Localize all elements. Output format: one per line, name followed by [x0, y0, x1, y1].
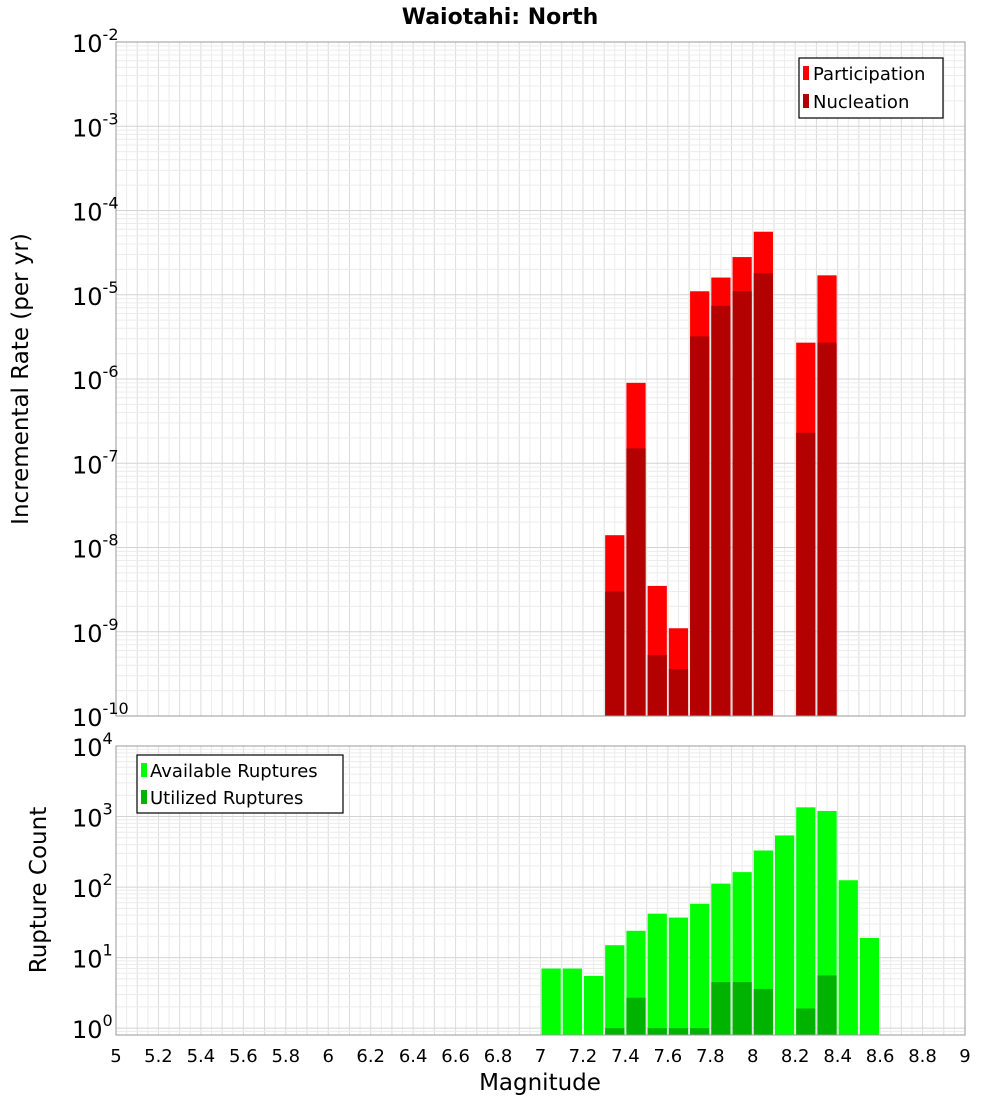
- top-y-ticks: 10-10 10-9 10-8 10-7 10-6 10-5 10-4 10-3 10-2: [72, 25, 129, 732]
- x-tick-label: 7.4: [611, 1046, 640, 1067]
- bottom-legend: Available Ruptures Utilized Ruptures: [136, 754, 344, 814]
- x-tick-label: 5.2: [144, 1046, 173, 1067]
- x-tick-label: 7.6: [654, 1046, 683, 1067]
- top-bar-nucleation: [690, 336, 710, 716]
- top-y-tick-label: 10-6: [72, 362, 119, 395]
- legend-label-nucleation: Nucleation: [813, 92, 909, 113]
- x-tick-label: 9: [959, 1046, 970, 1067]
- bottom-bar-utilized-ruptures: [605, 1028, 625, 1035]
- bottom-bar-available-ruptures: [562, 968, 582, 1035]
- bottom-bar-available-ruptures: [541, 968, 561, 1035]
- x-tick-label: 8.4: [823, 1046, 852, 1067]
- legend-swatch-available: [141, 763, 147, 777]
- bottom-bar-available-ruptures: [583, 975, 604, 1035]
- x-tick-label: 7: [535, 1046, 546, 1067]
- x-tick-label: 6.4: [399, 1046, 428, 1067]
- bottom-bar-available-ruptures: [690, 903, 710, 1035]
- bottom-bar-available-ruptures: [859, 937, 880, 1035]
- top-bar-nucleation: [711, 305, 731, 716]
- top-bar-nucleation: [668, 669, 689, 716]
- bottom-bar-available-ruptures: [668, 917, 689, 1035]
- x-tick-label: 8.6: [866, 1046, 895, 1067]
- bottom-y-tick-label: 100: [72, 1011, 113, 1044]
- legend-swatch-participation: [803, 66, 809, 80]
- top-bar-nucleation: [796, 432, 816, 716]
- x-tick-label: 6.2: [356, 1046, 385, 1067]
- legend-label-available: Available Ruptures: [150, 761, 318, 782]
- bottom-bar-utilized-ruptures: [711, 982, 731, 1035]
- top-bar-nucleation: [647, 654, 667, 716]
- top-y-axis-label: Incremental Rate (per yr): [8, 233, 34, 525]
- bottom-y-axis-label: Rupture Count: [26, 807, 52, 973]
- x-tick-label: 6.8: [484, 1046, 513, 1067]
- chart-title: Waiotahi: North: [402, 5, 599, 30]
- bottom-y-tick-label: 103: [72, 800, 113, 833]
- bottom-bar-available-ruptures: [774, 835, 795, 1035]
- top-y-tick-label: 10-9: [72, 615, 119, 648]
- bottom-bar-utilized-ruptures: [690, 1028, 710, 1035]
- bottom-bar-utilized-ruptures: [647, 1028, 667, 1035]
- top-legend-box: [798, 57, 944, 119]
- top-y-tick-label: 10-3: [72, 109, 119, 142]
- top-y-tick-label: 10-4: [72, 194, 119, 227]
- x-tick-label: 8.8: [908, 1046, 937, 1067]
- top-plot-frame: [115, 41, 966, 717]
- legend-swatch-nucleation: [803, 94, 809, 108]
- x-tick-label: 7.8: [696, 1046, 725, 1067]
- rupture-count-plot: 100 101 102 103 104 Rupture Count Available …: [26, 729, 966, 1044]
- top-plot-grid: [115, 41, 966, 717]
- bottom-bar-utilized-ruptures: [732, 982, 752, 1035]
- top-bar-nucleation: [753, 273, 773, 716]
- x-tick-label: 5.6: [229, 1046, 258, 1067]
- bottom-plot-frame: [115, 745, 966, 1036]
- bottom-bar-utilized-ruptures: [753, 988, 773, 1035]
- top-y-tick-label: 10-5: [72, 278, 119, 311]
- participation-rate-plot: 10-10 10-9 10-8 10-7 10-6 10-5 10-4 10-3 10-2 In…: [8, 25, 966, 732]
- legend-swatch-utilized: [141, 790, 147, 804]
- bottom-plot-bars: [541, 807, 880, 1035]
- bottom-bar-utilized-ruptures: [817, 975, 837, 1035]
- x-tick-label: 8.2: [781, 1046, 810, 1067]
- top-bar-nucleation: [817, 342, 837, 716]
- top-bar-nucleation: [626, 448, 646, 716]
- top-bar-nucleation: [605, 591, 625, 716]
- bottom-bar-utilized-ruptures: [796, 1008, 816, 1035]
- bottom-bar-available-ruptures: [753, 850, 773, 1035]
- top-y-tick-label: 10-7: [72, 446, 119, 479]
- x-axis-label: Magnitude: [479, 1070, 601, 1096]
- x-ticks: 5 5.2 5.4 5.6 5.8 6 6.2 6.4 6.6 6.8 7 7.2 7.4 7.6 7.8 8…: [110, 1046, 970, 1067]
- legend-label-participation: Participation: [813, 64, 925, 85]
- bottom-bar-available-ruptures: [838, 880, 858, 1035]
- bottom-y-tick-label: 101: [72, 941, 113, 974]
- bottom-bar-available-ruptures: [796, 807, 816, 1035]
- x-tick-label: 5.8: [271, 1046, 300, 1067]
- bottom-bar-available-ruptures: [605, 945, 625, 1035]
- x-tick-label: 7.2: [569, 1046, 598, 1067]
- x-tick-label: 5.4: [187, 1046, 216, 1067]
- x-tick-label: 6.6: [441, 1046, 470, 1067]
- top-y-tick-label: 10-10: [72, 699, 129, 732]
- bottom-legend-box: [136, 754, 344, 814]
- top-bar-nucleation: [732, 291, 752, 716]
- bottom-bar-utilized-ruptures: [668, 1028, 689, 1035]
- top-legend: Participation Nucleation: [798, 57, 944, 119]
- bottom-y-tick-label: 102: [72, 870, 113, 903]
- top-plot-bars: [605, 231, 837, 717]
- top-y-tick-label: 10-8: [72, 531, 119, 564]
- legend-label-utilized: Utilized Ruptures: [150, 788, 303, 809]
- bottom-bar-available-ruptures: [647, 913, 667, 1035]
- bottom-bar-utilized-ruptures: [626, 997, 646, 1035]
- x-tick-label: 6: [323, 1046, 334, 1067]
- x-tick-label: 5: [110, 1046, 121, 1067]
- x-tick-label: 8: [747, 1046, 758, 1067]
- bottom-y-ticks: 100 101 102 103 104: [72, 729, 113, 1044]
- top-y-tick-label: 10-2: [72, 25, 119, 58]
- bottom-y-tick-label: 104: [72, 729, 113, 762]
